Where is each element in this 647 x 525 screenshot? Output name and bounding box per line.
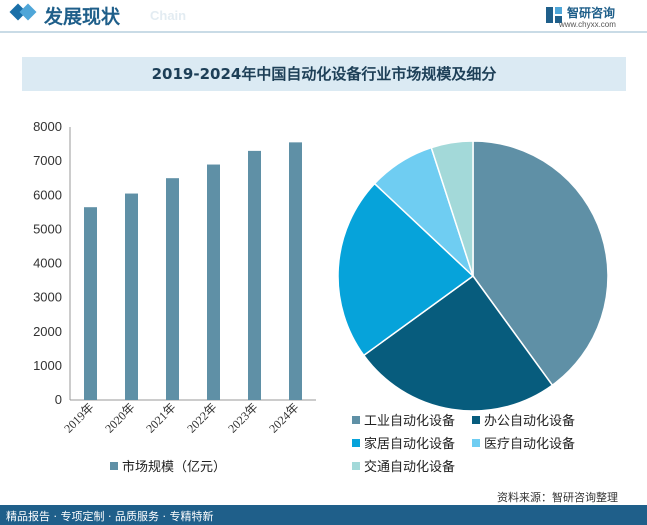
pie-legend-swatch [472, 416, 480, 424]
bar [248, 150, 261, 400]
footer-slogan: 精品报告 · 专项定制 · 品质服务 · 专精特新 [6, 510, 214, 523]
logo-name: 智研咨询 [567, 6, 616, 20]
pie-legend-swatch [352, 462, 360, 470]
y-tick-label: 5000 [33, 221, 62, 236]
section-subtitle: Chain [150, 8, 187, 23]
pie-legend-label: 办公自动化设备 [484, 413, 575, 429]
y-tick-label: 1000 [33, 358, 62, 373]
pie-slice [472, 140, 609, 387]
pie-legend-label: 家居自动化设备 [364, 436, 455, 452]
x-tick-label: 2019年 [61, 400, 96, 435]
chart-title-band: 2019-2024年中国自动化设备行业市场规模及细分 [22, 57, 626, 91]
chart-title: 2019-2024年中国自动化设备行业市场规模及细分 [151, 65, 497, 83]
bar [207, 164, 220, 400]
bar [289, 142, 302, 400]
y-tick-label: 8000 [33, 119, 62, 134]
x-tick-label: 2023年 [225, 400, 260, 435]
logo-url: www.chyxx.com [559, 20, 616, 29]
pie-legend-label: 工业自动化设备 [364, 413, 455, 429]
y-tick-label: 7000 [33, 153, 62, 168]
y-tick-label: 6000 [33, 187, 62, 202]
pie-slice [362, 274, 554, 412]
section-header: 发展现状 Chain [0, 0, 647, 34]
source-note: 资料来源：智研咨询整理 [497, 491, 618, 504]
bar-legend-label: 市场规模（亿元） [122, 459, 226, 475]
logo-mark-icon [546, 7, 562, 23]
section-title: 发展现状 [44, 6, 121, 28]
y-tick-label: 4000 [33, 256, 62, 271]
y-tick-label: 0 [55, 392, 62, 407]
header-divider [0, 31, 647, 33]
x-tick-label: 2022年 [184, 400, 219, 435]
pie-chart [337, 140, 609, 412]
bar [125, 193, 138, 400]
pie-slice [337, 182, 475, 357]
pie-slice [430, 140, 474, 277]
x-tick-label: 2020年 [102, 400, 137, 435]
pie-legend-swatch [352, 439, 360, 447]
pie-legend-label: 交通自动化设备 [364, 459, 455, 475]
x-tick-label: 2024年 [266, 400, 301, 435]
brand-logo: 智研咨询 www.chyxx.com [545, 4, 635, 32]
footer-bar: 精品报告 · 专项定制 · 品质服务 · 专精特新 [0, 505, 647, 525]
x-tick-label: 2021年 [143, 400, 178, 435]
pie-legend-swatch [472, 439, 480, 447]
y-tick-label: 3000 [33, 290, 62, 305]
bar [84, 207, 97, 400]
bar-legend-swatch [110, 462, 118, 470]
pie-legend-swatch [352, 416, 360, 424]
pie-legend-label: 医疗自动化设备 [484, 436, 575, 452]
bar [166, 178, 179, 400]
y-tick-label: 2000 [33, 324, 62, 339]
